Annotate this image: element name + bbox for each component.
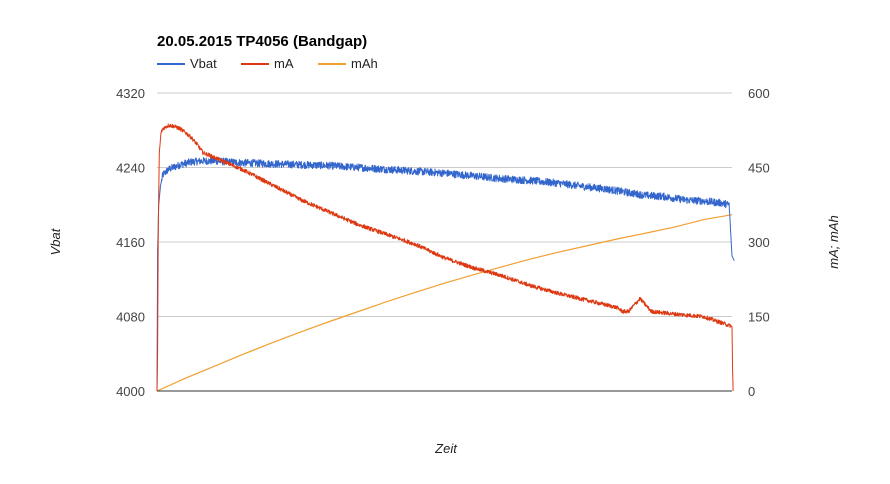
legend[interactable]: Vbat mA mAh — [157, 56, 378, 71]
legend-item-vbat[interactable]: Vbat — [157, 56, 217, 71]
right-tick-label: 150 — [748, 310, 770, 325]
legend-label-vbat: Vbat — [190, 56, 217, 71]
left-tick-label: 4000 — [116, 384, 145, 399]
left-tick-label: 4240 — [116, 161, 145, 176]
series-line-mah — [156, 214, 733, 392]
y-axis-label-left: Vbat — [48, 227, 63, 255]
legend-item-ma[interactable]: mA — [241, 56, 294, 71]
x-axis-label: Zeit — [434, 441, 458, 456]
legend-item-mah[interactable]: mAh — [318, 56, 378, 71]
series-line-vbat — [156, 156, 735, 392]
y-axis-label-right: mA; mAh — [826, 215, 841, 268]
gridlines — [157, 92, 732, 317]
right-axis-ticks: 0 150 300 450 600 — [748, 86, 770, 399]
series-lines — [156, 123, 735, 392]
right-tick-label: 450 — [748, 161, 770, 176]
chart-title: 20.05.2015 TP4056 (Bandgap) — [157, 33, 367, 50]
legend-label-ma: mA — [274, 56, 294, 71]
left-tick-label: 4080 — [116, 310, 145, 325]
left-tick-label: 4160 — [116, 235, 145, 250]
right-tick-label: 600 — [748, 86, 770, 101]
legend-label-mah: mAh — [351, 56, 378, 71]
left-axis-ticks: 4000 4080 4160 4240 4320 — [116, 86, 145, 399]
right-tick-label: 0 — [748, 384, 755, 399]
left-tick-label: 4320 — [116, 86, 145, 101]
series-line-ma — [156, 123, 734, 392]
right-tick-label: 300 — [748, 235, 770, 250]
